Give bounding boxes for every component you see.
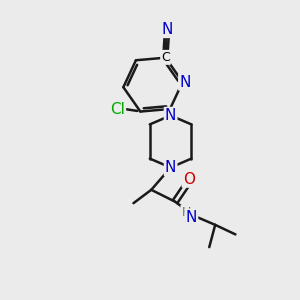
Text: N: N xyxy=(165,160,176,175)
Text: O: O xyxy=(183,172,195,187)
Text: H: H xyxy=(182,206,191,219)
Text: N: N xyxy=(179,74,191,89)
Text: Cl: Cl xyxy=(110,102,125,117)
Text: N: N xyxy=(161,22,172,37)
Text: N: N xyxy=(165,108,176,123)
Text: C: C xyxy=(161,51,170,64)
Text: N: N xyxy=(186,210,197,225)
